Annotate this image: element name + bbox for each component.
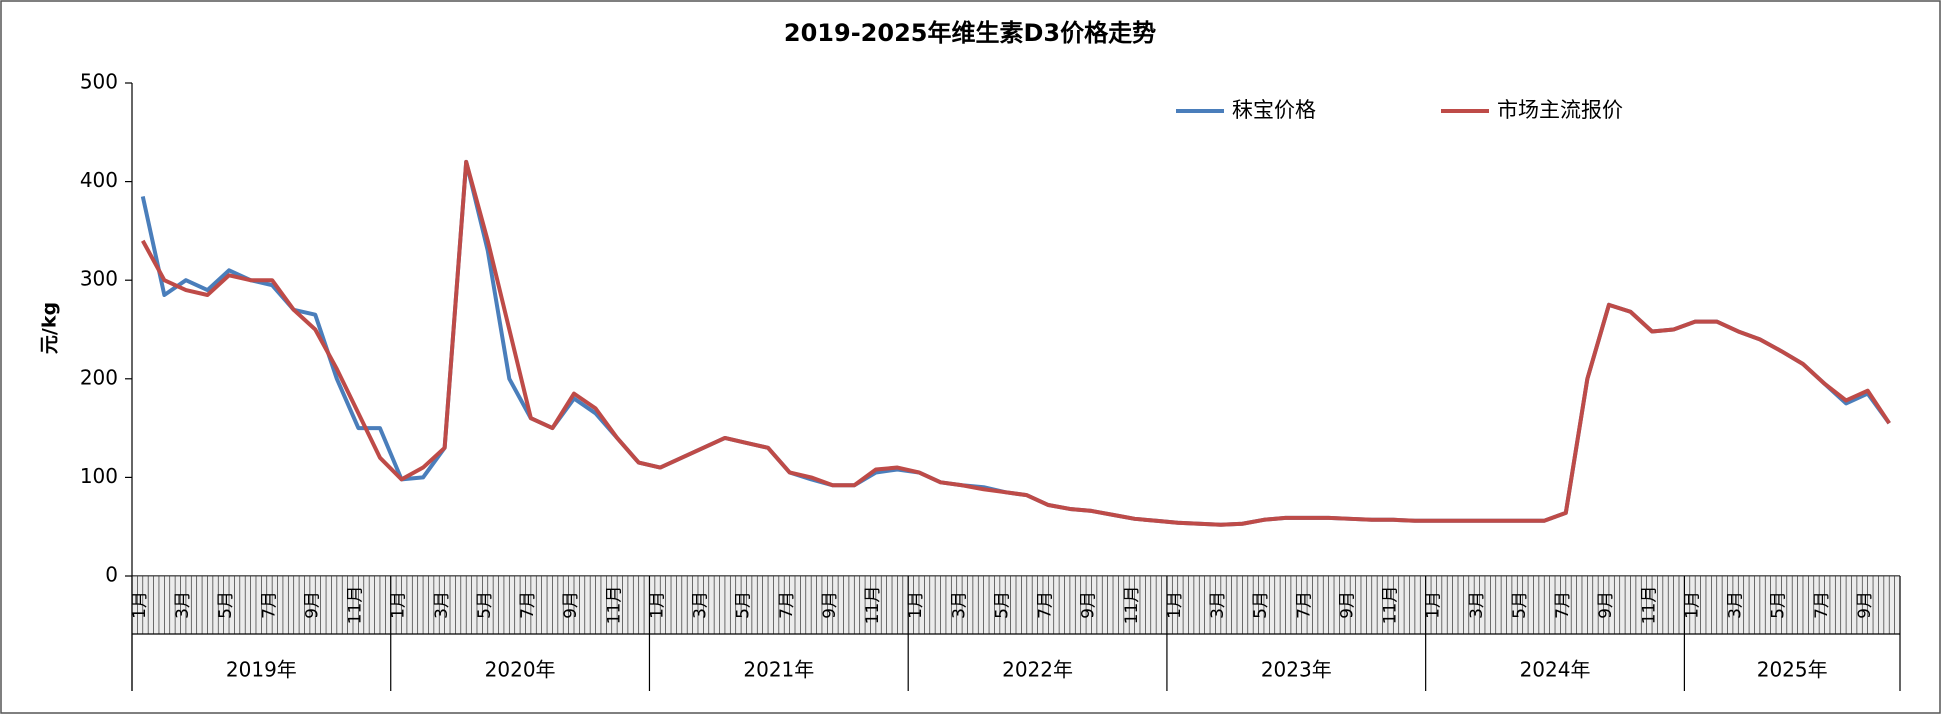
- x-tick-label: 7月: [1553, 591, 1573, 619]
- x-tick-label: 3月: [1726, 591, 1746, 619]
- x-tick-label: 9月: [561, 591, 581, 619]
- x-tick-label: 9月: [1079, 591, 1099, 619]
- group-label: 2023年: [1261, 658, 1332, 682]
- x-tick-label: 11月: [346, 586, 366, 625]
- x-tick-label: 7月: [777, 591, 797, 619]
- x-tick-label: 9月: [1596, 591, 1616, 619]
- legend-label: 市场主流报价: [1497, 98, 1623, 122]
- x-tick-label: 5月: [1769, 591, 1789, 619]
- x-tick-label: 3月: [432, 591, 452, 619]
- x-tick-label: 5月: [1510, 591, 1530, 619]
- x-tick-label: 11月: [863, 586, 883, 625]
- x-tick-label: 7月: [259, 591, 279, 619]
- x-tick-label: 3月: [691, 591, 711, 619]
- x-tick-label: 7月: [1036, 591, 1056, 619]
- y-tick-label: 500: [80, 70, 118, 94]
- x-tick-label: 3月: [173, 591, 193, 619]
- group-label: 2024年: [1520, 658, 1591, 682]
- x-tick-label: 11月: [1639, 586, 1659, 625]
- x-tick-label: 5月: [216, 591, 236, 619]
- group-label: 2020年: [485, 658, 556, 682]
- x-tick-label: 9月: [1855, 591, 1875, 619]
- series-line: [141, 159, 1891, 527]
- x-tick-label: 1月: [906, 591, 926, 619]
- group-label: 2025年: [1757, 658, 1828, 682]
- group-label: 2019年: [226, 658, 297, 682]
- group-label: 2022年: [1002, 658, 1073, 682]
- x-tick-label: 11月: [1381, 586, 1401, 625]
- x-tick-label: 9月: [820, 591, 840, 619]
- x-tick-label: 9月: [302, 591, 322, 619]
- x-tick-label: 1月: [389, 591, 409, 619]
- legend-label: 秣宝价格: [1232, 98, 1316, 122]
- y-tick-label: 0: [105, 563, 118, 587]
- x-tick-label: 5月: [992, 591, 1012, 619]
- x-tick-label: 7月: [1294, 591, 1314, 619]
- x-tick-label: 9月: [1337, 591, 1357, 619]
- y-axis-label: 元/kg: [39, 302, 61, 354]
- y-tick-label: 300: [80, 267, 118, 291]
- x-tick-label: 11月: [604, 586, 624, 625]
- x-tick-label: 3月: [949, 591, 969, 619]
- x-tick-label: 7月: [1812, 591, 1832, 619]
- x-tick-label: 5月: [475, 591, 495, 619]
- x-tick-label: 5月: [734, 591, 754, 619]
- y-tick-label: 400: [80, 168, 118, 192]
- x-tick-label: 1月: [1682, 591, 1702, 619]
- x-tick-label: 7月: [518, 591, 538, 619]
- x-tick-label: 11月: [1122, 586, 1142, 625]
- x-tick-label: 1月: [647, 591, 667, 619]
- y-tick-label: 200: [80, 365, 118, 389]
- x-tick-label: 1月: [1165, 591, 1185, 619]
- group-label: 2021年: [743, 658, 814, 682]
- y-tick-label: 100: [80, 464, 118, 488]
- x-tick-label: 3月: [1208, 591, 1228, 619]
- x-tick-label: 5月: [1251, 591, 1271, 619]
- x-tick-label: 1月: [1424, 591, 1444, 619]
- chart-title: 2019-2025年维生素D3价格走势: [784, 19, 1156, 47]
- x-tick-label: 3月: [1467, 591, 1487, 619]
- x-tick-label: 1月: [130, 591, 150, 619]
